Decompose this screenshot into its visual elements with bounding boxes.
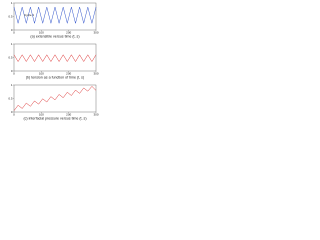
y-tick-label: 1 [11,1,13,5]
annotation: Cycle 1 [24,13,34,17]
y-tick-label: 1 [11,83,13,87]
y-tick-label: 0 [11,28,13,32]
y-tick-label: 1 [11,42,13,46]
x-tick-label: 100 [39,72,44,76]
data-line [13,6,97,24]
plot-frame [13,43,97,72]
x-tick-label: 0 [13,72,15,76]
x-tick-label: 0 [13,31,15,35]
caption: (c) interfacial pressure versus time (t,… [23,116,86,120]
plot-frame [13,84,97,113]
x-tick-label: 100 [39,113,44,117]
y-tick-label: 0.5 [8,96,13,100]
x-tick-label: 300 [93,31,98,35]
caption: (b) tension as a function of time (t, s) [26,75,84,79]
x-tick-label: 200 [66,72,71,76]
y-tick-label: 0 [11,69,13,73]
x-tick-label: 300 [93,72,98,76]
x-tick-label: 200 [66,31,71,35]
x-tick-label: 300 [93,113,98,117]
x-tick-label: 100 [39,31,44,35]
y-tick-label: 0.5 [8,55,13,59]
data-line [13,54,97,63]
figure: 0 0.5 1 0 100 200 300 Cycle 1 (a) extensible ver… [8,1,99,121]
y-tick-label: 0 [11,110,13,114]
caption: (a) extensible versus time (t, s) [30,34,79,38]
x-tick-label: 200 [66,113,71,117]
x-tick-label: 0 [13,113,15,117]
data-line [13,85,97,111]
y-tick-label: 0.5 [8,14,13,18]
